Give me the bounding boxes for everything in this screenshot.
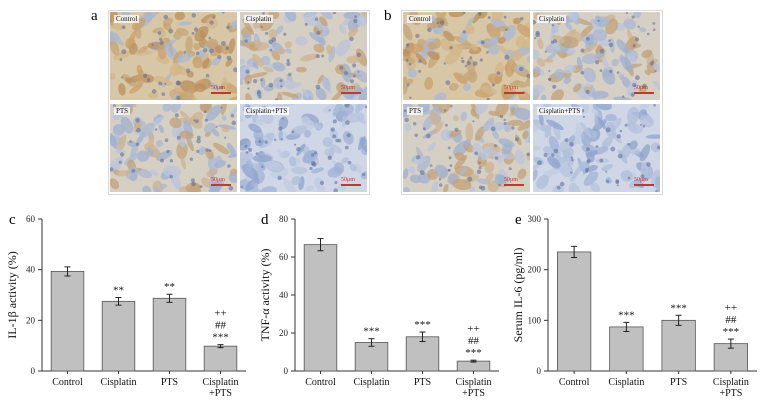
x-tick-label: Cisplatin (100, 377, 136, 388)
y-axis-label: TNF-α activity (%) (258, 249, 272, 342)
significance-label: ++ (467, 323, 479, 335)
tile-label: Control (407, 15, 433, 23)
x-tick-label: PTS (161, 377, 178, 388)
micrograph-tile: PTS 50μm (403, 104, 530, 192)
y-tick-label: 300 (528, 214, 542, 224)
scale-bar: 50μm (634, 85, 654, 94)
significance-label: ++ (725, 302, 737, 314)
bar (609, 326, 644, 372)
tile-label: Cisplatin (244, 15, 274, 23)
bar (557, 251, 592, 372)
micrograph-tile: Control 50μm (110, 12, 237, 100)
panel-label-c: c (9, 212, 16, 228)
panel-label-b: b (384, 8, 392, 24)
bar (661, 319, 696, 372)
micrograph-tile: Cisplatin 50μm (533, 12, 660, 100)
tile-label: Cisplatin+PTS (537, 107, 583, 115)
y-tick-label: 60 (279, 252, 289, 262)
bar-chart-c: 0 20 40 60 IL-1β activity (%) Control Cisplati… (5, 214, 246, 399)
y-tick-label: 200 (528, 265, 542, 275)
y-tick-label: 20 (279, 328, 289, 338)
x-tick-label: Cisplatin +PTS (455, 377, 491, 399)
micrograph-panel-b: Control 50μm Cisplatin 50μm PTS 50μm Cis… (401, 10, 663, 195)
y-tick-label: 0 (31, 366, 36, 376)
x-tick-label: Cisplatin (353, 377, 389, 388)
scale-bar-label: 50μm (634, 85, 648, 91)
scale-bar-label: 50μm (211, 85, 225, 91)
micrograph-panel-a: Control 50μm Cisplatin 50μm PTS 50μm Cis… (108, 10, 370, 195)
significance-label: *** (363, 326, 380, 338)
bar (203, 345, 238, 372)
x-tick-label: Control (559, 377, 590, 388)
y-tick-label: 0 (537, 366, 542, 376)
significance-label: *** (465, 347, 482, 359)
scale-bar: 50μm (504, 177, 524, 186)
x-tick-label: Cisplatin +PTS (202, 377, 238, 399)
significance-label: *** (618, 309, 635, 321)
y-tick-label: 80 (279, 214, 289, 224)
y-tick-label: 60 (26, 214, 36, 224)
y-tick-label: 100 (528, 315, 542, 325)
scale-bar: 50μm (634, 177, 654, 186)
bar (152, 297, 187, 372)
significance-label: ++ (214, 308, 226, 320)
y-tick-label: 20 (26, 315, 36, 325)
x-tick-label: Cisplatin +PTS (713, 377, 749, 399)
x-tick-label: Control (52, 377, 83, 388)
x-tick-label: Cisplatin (608, 377, 644, 388)
y-axis-label: Serum IL-6 (pg/ml) (511, 248, 525, 343)
bar (50, 271, 85, 372)
panel-label-a: a (91, 8, 98, 24)
micrograph-tile: Control 50μm (403, 12, 530, 100)
significance-label: *** (212, 332, 229, 344)
scale-bar-label: 50μm (634, 177, 648, 183)
significance-label: ## (468, 335, 480, 347)
significance-label: ## (215, 320, 227, 332)
significance-label: ** (164, 281, 175, 293)
y-tick-label: 0 (284, 366, 289, 376)
panel-label-d: d (261, 212, 269, 228)
x-tick-label: Control (305, 377, 336, 388)
bar (456, 360, 491, 372)
scale-bar: 50μm (341, 85, 361, 94)
bar (405, 336, 440, 372)
significance-label: *** (414, 319, 431, 331)
x-tick-label: PTS (414, 377, 431, 388)
scale-bar: 50μm (211, 85, 231, 94)
micrograph-tile: Cisplatin+PTS 50μm (240, 104, 367, 192)
scale-bar-label: 50μm (211, 177, 225, 183)
scale-bar: 50μm (211, 177, 231, 186)
bar (303, 244, 338, 372)
y-tick-label: 40 (279, 290, 289, 300)
scale-bar: 50μm (504, 85, 524, 94)
tile-label: PTS (114, 107, 131, 115)
significance-label: ## (725, 314, 737, 326)
bar-chart-e: 0 100 200 300 Serum IL-6 (pg/ml) Control Cispl… (511, 214, 757, 399)
micrograph-tile: PTS 50μm (110, 104, 237, 192)
panel-label-e: e (515, 212, 522, 228)
micrograph-tile: Cisplatin+PTS 50μm (533, 104, 660, 192)
significance-label: *** (723, 326, 740, 338)
tile-label: Control (114, 15, 140, 23)
scale-bar-label: 50μm (341, 177, 355, 183)
tile-label: PTS (407, 107, 424, 115)
tile-label: Cisplatin+PTS (244, 107, 290, 115)
scale-bar: 50μm (341, 177, 361, 186)
y-tick-label: 40 (26, 265, 36, 275)
bar-chart-d: 0 20 40 60 80 TNF-α activity (%) Control Cispla… (258, 214, 499, 399)
bar (354, 342, 389, 372)
bar (101, 300, 136, 372)
micrograph-tile: Cisplatin 50μm (240, 12, 367, 100)
scale-bar-label: 50μm (504, 85, 518, 91)
scale-bar-label: 50μm (504, 177, 518, 183)
significance-label: ** (113, 285, 124, 297)
scale-bar-label: 50μm (341, 85, 355, 91)
x-tick-label: PTS (670, 377, 687, 388)
tile-label: Cisplatin (537, 15, 567, 23)
significance-label: *** (670, 302, 687, 314)
y-axis-label: IL-1β activity (%) (5, 251, 19, 338)
